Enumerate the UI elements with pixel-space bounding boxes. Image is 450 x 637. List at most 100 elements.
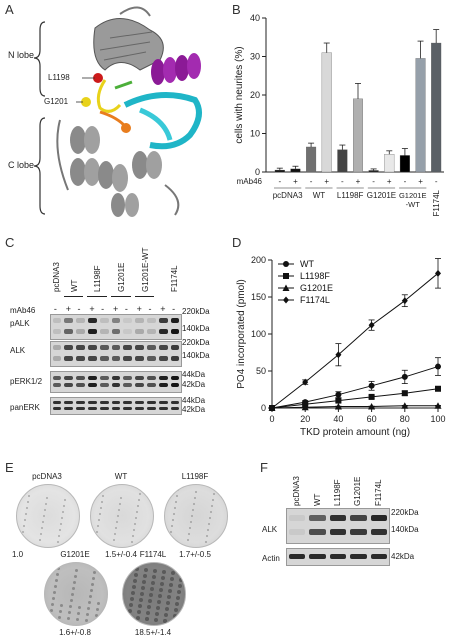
- d-point: [401, 373, 408, 380]
- b-group-label: pcDNA3: [273, 191, 303, 200]
- colony-speck: [57, 541, 60, 544]
- band: [52, 345, 62, 350]
- colony-speck: [191, 515, 194, 518]
- colony-speck: [177, 590, 182, 595]
- band: [147, 376, 156, 380]
- colony-speck: [178, 584, 183, 589]
- d-point: [435, 363, 441, 370]
- b-bar: [399, 155, 410, 173]
- c-mab46-sign: -: [53, 304, 57, 314]
- c-mab46-sign: +: [89, 304, 95, 314]
- green-strand: [114, 80, 133, 90]
- band: [135, 356, 145, 361]
- colony-speck: [155, 612, 160, 617]
- band: [123, 401, 133, 404]
- colony-dish: [44, 562, 108, 626]
- protein-ribbon-diagram: [33, 6, 202, 217]
- d-point: [282, 284, 290, 291]
- d-point: [283, 296, 289, 304]
- colony-speck: [192, 509, 195, 512]
- colony-speck: [117, 515, 120, 518]
- d-legend-label: WT: [300, 259, 314, 269]
- band: [135, 407, 145, 410]
- colony-speck: [212, 499, 215, 502]
- colony-speck: [60, 523, 63, 526]
- band: [87, 345, 97, 350]
- colony-speck: [134, 573, 139, 578]
- colony-speck: [94, 488, 97, 491]
- colony-speck: [86, 613, 90, 617]
- b-mab46-sign: +: [293, 177, 298, 186]
- colony-speck: [213, 493, 216, 496]
- l1198-label: L1198: [48, 73, 70, 82]
- band: [111, 407, 121, 410]
- band: [123, 407, 133, 410]
- band: [289, 515, 306, 521]
- colony-speck: [130, 597, 135, 602]
- band: [76, 383, 85, 387]
- colony-speck: [208, 523, 211, 526]
- band: [135, 401, 145, 404]
- colony-speck: [160, 582, 165, 587]
- band: [99, 345, 109, 350]
- band: [135, 345, 145, 350]
- colony-speck: [172, 519, 175, 522]
- colony-speck: [68, 611, 72, 615]
- band: [99, 318, 109, 323]
- band: [147, 383, 156, 387]
- b-mab46-label: mAb46: [237, 177, 263, 186]
- colony-speck: [207, 529, 210, 532]
- c-row-panerk: panERK: [10, 403, 40, 412]
- d-xtick-label: 60: [367, 414, 377, 424]
- e-dish-label: F1174L: [139, 550, 167, 559]
- colony-speck: [144, 568, 149, 573]
- d-point: [401, 402, 409, 409]
- band: [158, 407, 168, 410]
- panel-c-western-blot: mAb46 pALK ALK pERK1/2 panERK 220kDa 140…: [0, 240, 230, 440]
- d-xtick-label: 20: [300, 414, 310, 424]
- colony-speck: [173, 614, 178, 619]
- marker-panerk-44: 44kDa: [182, 396, 206, 405]
- colony-speck: [209, 517, 212, 520]
- c-mab46-label: mAb46: [10, 306, 36, 315]
- colony-speck: [143, 574, 148, 579]
- b-mab46-sign: -: [310, 177, 313, 186]
- colony-speck: [195, 491, 198, 494]
- colony-speck: [140, 592, 145, 597]
- colony-speck: [87, 607, 91, 611]
- c-lane-label: G1201E-WT: [140, 247, 150, 292]
- d-point: [269, 404, 275, 412]
- c-mab46-sign: -: [172, 304, 176, 314]
- f-lane-label: G1201E: [353, 476, 363, 506]
- colony-speck: [91, 583, 95, 587]
- c-lobe-loops: [56, 119, 180, 216]
- cyan-helix-2: [139, 107, 173, 141]
- colony-speck: [137, 505, 140, 508]
- band: [52, 329, 62, 334]
- d-xtick-label: 80: [400, 414, 410, 424]
- band: [64, 383, 74, 387]
- band: [329, 554, 347, 559]
- band: [158, 329, 168, 334]
- panel-label-e: E: [5, 460, 14, 475]
- band: [123, 376, 133, 380]
- blot-alk: [50, 341, 182, 367]
- band: [76, 329, 85, 334]
- n-lobe-sheet: [93, 18, 164, 71]
- colony-speck: [39, 539, 42, 542]
- band: [170, 376, 180, 380]
- colony-speck: [61, 517, 64, 520]
- colony-speck: [114, 533, 117, 536]
- band: [170, 407, 180, 410]
- marker-perk-44: 44kDa: [182, 370, 206, 379]
- band: [76, 318, 85, 323]
- f-lane-label: L1198F: [333, 479, 342, 506]
- magenta-helix: [151, 53, 201, 85]
- g1201-label: G1201: [44, 97, 69, 106]
- colony-speck: [135, 517, 138, 520]
- colony-speck: [60, 604, 64, 608]
- colony-speck: [58, 535, 61, 538]
- marker-palk-140: 140kDa: [182, 324, 210, 333]
- e-dish-label: L1198F: [181, 472, 209, 481]
- band: [170, 329, 180, 334]
